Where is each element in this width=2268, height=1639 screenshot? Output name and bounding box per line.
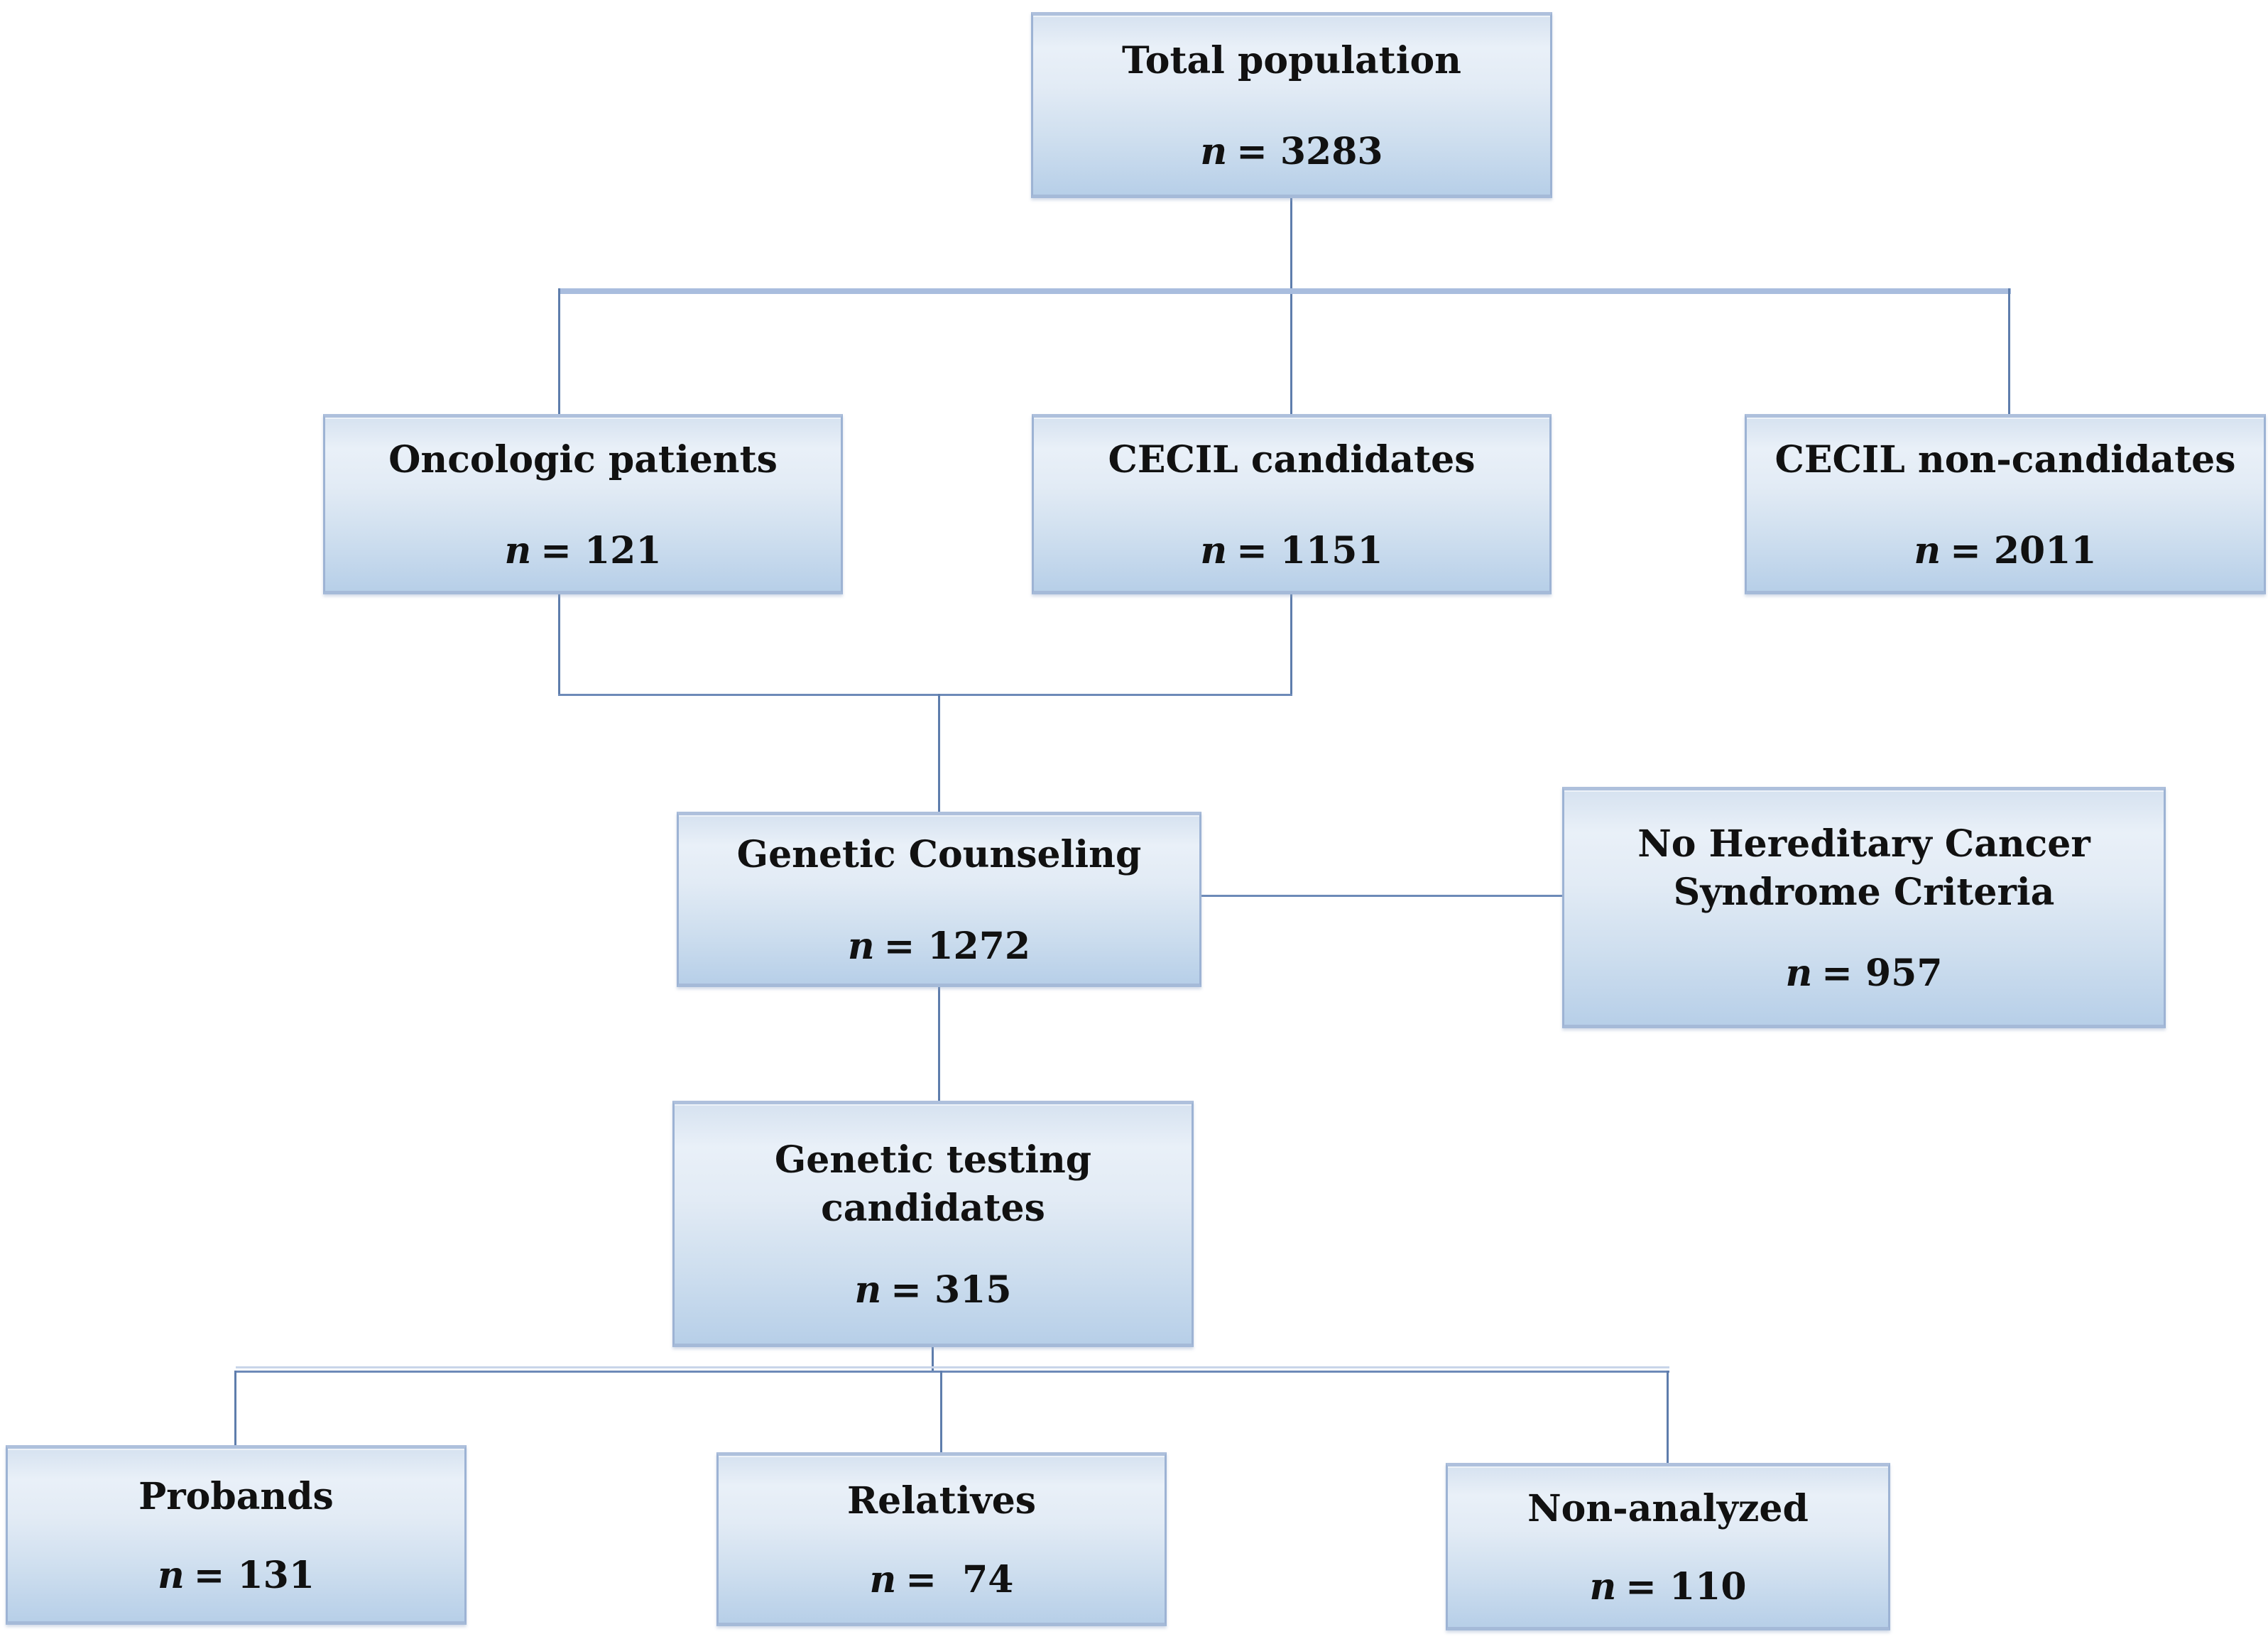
- node-genetic-counseling: Genetic Counseling n = 1272: [677, 812, 1201, 987]
- node-genetic-testing-candidates: Genetic testing candidates n = 315: [672, 1101, 1194, 1347]
- n-symbol: n: [157, 1553, 185, 1597]
- n-value: = 1151: [1236, 529, 1383, 573]
- connector-cecil-candidates-down: [1290, 594, 1292, 696]
- connector-to-relatives: [940, 1371, 942, 1452]
- n-value: = 315: [890, 1268, 1012, 1312]
- node-count: n = 1151: [1200, 529, 1383, 572]
- n-symbol: n: [1589, 1565, 1617, 1609]
- connector-total-to-row2: [1290, 198, 1292, 414]
- node-count: n = 3283: [1200, 130, 1383, 173]
- connector-to-cecil-non-candidates: [2008, 288, 2010, 414]
- node-count: n = 1272: [848, 925, 1030, 968]
- node-title: Genetic Counseling: [736, 833, 1142, 877]
- n-value: = 957: [1821, 952, 1943, 996]
- n-value: = 110: [1625, 1565, 1747, 1609]
- node-cecil-non-candidates: CECIL non-candidates n = 2011: [1745, 414, 2266, 594]
- connector-oncologic-down: [558, 594, 560, 696]
- connector-merge-bar: [558, 694, 1292, 696]
- n-value: = 131: [193, 1553, 315, 1597]
- connector-testing-down: [932, 1347, 934, 1373]
- node-title: CECIL non-candidates: [1774, 437, 2236, 481]
- node-count: n = 2011: [1914, 529, 2096, 572]
- node-count: n = 315: [854, 1268, 1011, 1312]
- connector-to-genetic-counseling: [938, 694, 940, 812]
- node-probands: Probands n = 131: [6, 1445, 467, 1625]
- n-symbol: n: [504, 529, 532, 573]
- connector-row2-distribution-bar: [560, 288, 2011, 294]
- n-symbol: n: [1200, 130, 1228, 174]
- node-count: n = 131: [158, 1554, 315, 1597]
- node-relatives: Relatives n = 74: [716, 1452, 1167, 1626]
- node-cecil-candidates: CECIL candidates n = 1151: [1032, 414, 1552, 594]
- node-count: n = 110: [1589, 1565, 1746, 1608]
- node-title: Genetic testing candidates: [774, 1138, 1092, 1230]
- node-oncologic-patients: Oncologic patients n = 121: [323, 414, 843, 594]
- node-title: CECIL candidates: [1108, 437, 1476, 481]
- connector-row5-distribution-bar: [236, 1371, 1669, 1373]
- node-title: Relatives: [846, 1479, 1037, 1523]
- connector-counseling-to-testing: [938, 987, 940, 1101]
- node-title: No Hereditary Cancer Syndrome Criteria: [1637, 822, 2090, 914]
- node-no-hereditary-cancer-syndrome-criteria: No Hereditary Cancer Syndrome Criteria n…: [1562, 787, 2166, 1028]
- node-non-analyzed: Non-analyzed n = 110: [1446, 1463, 1890, 1630]
- node-count: n = 121: [504, 529, 661, 572]
- n-value: = 74: [905, 1557, 1014, 1601]
- node-title: Total population: [1122, 38, 1461, 82]
- connector-to-probands: [234, 1371, 236, 1445]
- connector-to-non-analyzed: [1667, 1371, 1669, 1463]
- node-title: Non-analyzed: [1527, 1486, 1809, 1530]
- node-count: n = 74: [870, 1558, 1014, 1601]
- n-symbol: n: [847, 924, 875, 968]
- n-symbol: n: [1785, 952, 1813, 996]
- n-value: = 121: [540, 529, 662, 573]
- connector-counseling-to-no-criteria: [1201, 895, 1562, 897]
- node-count: n = 957: [1785, 952, 1942, 995]
- n-symbol: n: [854, 1268, 882, 1312]
- connector-to-oncologic: [558, 288, 560, 414]
- n-symbol: n: [1200, 529, 1228, 573]
- node-title: Oncologic patients: [388, 437, 778, 481]
- node-title: Probands: [138, 1475, 334, 1519]
- n-value: = 2011: [1950, 529, 2097, 573]
- n-value: = 3283: [1236, 130, 1383, 174]
- n-value: = 1272: [883, 924, 1031, 968]
- node-total-population: Total population n = 3283: [1031, 12, 1552, 198]
- n-symbol: n: [1914, 529, 1941, 573]
- n-symbol: n: [869, 1557, 897, 1601]
